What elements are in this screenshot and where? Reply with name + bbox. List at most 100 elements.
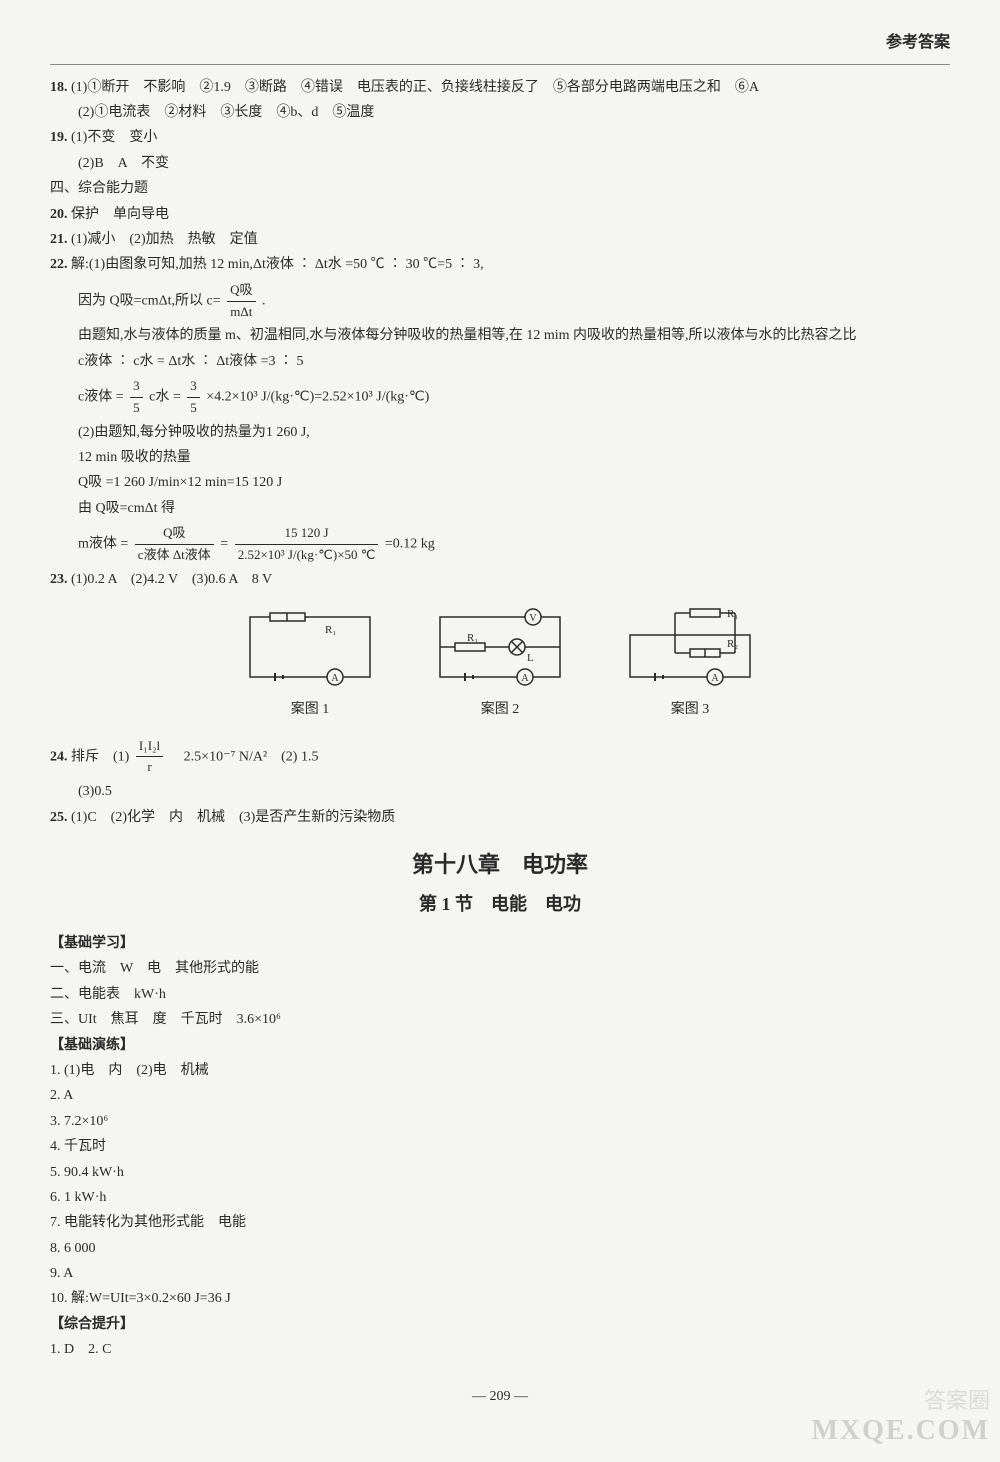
q22-l5-f2: 3 5	[187, 376, 200, 419]
q22-l10-f1: Q吸 c液体 Δt液体	[135, 523, 214, 566]
frac-num: Q吸	[135, 523, 214, 545]
frac-num: 3	[130, 376, 143, 398]
page-header: 参考答案	[50, 30, 950, 56]
svg-text:R₁: R₁	[467, 632, 478, 644]
q20-num: 20.	[50, 207, 68, 222]
frac-num: 3	[187, 376, 200, 398]
comp-label: 【综合提升】	[50, 1314, 950, 1336]
q19-num: 19.	[50, 130, 68, 145]
q18-line2: (2)①电流表 ②材料 ③长度 ④b、d ⑤温度	[50, 102, 950, 124]
q22-l6: (2)由题知,每分钟吸收的热量为1 260 J,	[50, 422, 950, 444]
q25-text: (1)C (2)化学 内 机械 (3)是否产生新的污染物质	[71, 810, 395, 825]
frac-num: I₁I₂l	[136, 736, 163, 758]
q21-num: 21.	[50, 232, 68, 247]
q22-l2a: 因为 Q吸=cmΔt,所以 c=	[78, 293, 221, 308]
diagram-3-label: 案图 3	[615, 699, 765, 721]
base-study-label: 【基础学习】	[50, 933, 950, 955]
q22-l8: Q吸 =1 260 J/min×12 min=15 120 J	[50, 472, 950, 494]
bs1: 一、电流 W 电 其他形式的能	[50, 958, 950, 980]
svg-text:R₁: R₁	[325, 624, 336, 636]
q18-num: 18.	[50, 80, 68, 95]
q22-num: 22.	[50, 257, 68, 272]
q22-l1-text: 解:(1)由图象可知,加热 12 min,Δt液体 ∶ Δt水 =50 ℃ ∶ …	[71, 257, 484, 272]
header-rule	[50, 64, 950, 65]
q22-l2: 因为 Q吸=cmΔt,所以 c= Q吸 mΔt .	[50, 280, 950, 323]
bp8: 8. 6 000	[50, 1238, 950, 1260]
frac-num: Q吸	[227, 280, 255, 302]
frac-den: 5	[187, 398, 200, 419]
q22-l5: c液体 = 3 5 c水 = 3 5 ×4.2×10³ J/(kg·℃)=2.5…	[50, 376, 950, 419]
section-4: 四、综合能力题	[50, 178, 950, 200]
frac-den: 5	[130, 398, 143, 419]
bp6: 6. 1 kW·h	[50, 1187, 950, 1209]
diagram-1-label: 案图 1	[235, 699, 385, 721]
q25-num: 25.	[50, 810, 68, 825]
q24-l1b: 2.5×10⁻⁷ N/A² (2) 1.5	[170, 749, 319, 764]
circuit-2-svg: V A R₁ L	[425, 605, 575, 695]
q22-l9: 由 Q吸=cmΔt 得	[50, 498, 950, 520]
bp7: 7. 电能转化为其他形式能 电能	[50, 1212, 950, 1234]
q22-l10-f2: 15 120 J 2.52×10³ J/(kg·℃)×50 ℃	[235, 523, 379, 566]
diagram-2-label: 案图 2	[425, 699, 575, 721]
svg-text:R₁: R₁	[727, 608, 738, 620]
bp1: 1. (1)电 内 (2)电 机械	[50, 1060, 950, 1082]
q18-line1: 18. (1)①断开 不影响 ②1.9 ③断路 ④错误 电压表的正、负接线柱接反…	[50, 77, 950, 99]
q25: 25. (1)C (2)化学 内 机械 (3)是否产生新的污染物质	[50, 807, 950, 829]
q24-l1a: 排斥 (1)	[71, 749, 129, 764]
q23-text: (1)0.2 A (2)4.2 V (3)0.6 A 8 V	[71, 572, 272, 587]
bs3: 三、UIt 焦耳 度 千瓦时 3.6×10⁶	[50, 1009, 950, 1031]
q24-frac: I₁I₂l r	[136, 736, 163, 779]
bp9: 9. A	[50, 1263, 950, 1285]
q24-l1: 24. 排斥 (1) I₁I₂l r 2.5×10⁻⁷ N/A² (2) 1.5	[50, 736, 950, 779]
q23-num: 23.	[50, 572, 68, 587]
frac-den: r	[136, 757, 163, 778]
q19-text1: (1)不变 变小	[71, 130, 157, 145]
chapter-title: 第十八章 电功率	[50, 847, 950, 882]
q22-l1: 22. 解:(1)由图象可知,加热 12 min,Δt液体 ∶ Δt水 =50 …	[50, 254, 950, 276]
svg-text:A: A	[521, 673, 529, 684]
svg-text:R₂: R₂	[727, 638, 738, 650]
svg-text:L: L	[527, 652, 534, 664]
q22-l10b: =	[220, 537, 228, 552]
q22-l3: 由题知,水与液体的质量 m、初温相同,水与液体每分钟吸收的热量相等,在 12 m…	[50, 325, 950, 347]
q19-line2: (2)B A 不变	[50, 153, 950, 175]
q22-l4: c液体 ∶ c水 = Δt水 ∶ Δt液体 =3 ∶ 5	[50, 351, 950, 373]
frac-den: 2.52×10³ J/(kg·℃)×50 ℃	[235, 545, 379, 566]
circuit-3-svg: A R₁ R₂	[615, 605, 765, 695]
q23: 23. (1)0.2 A (2)4.2 V (3)0.6 A 8 V	[50, 569, 950, 591]
watermark-url: MXQE.COM	[811, 1409, 990, 1454]
frac-num: 15 120 J	[235, 523, 379, 545]
base-practice-label: 【基础演练】	[50, 1035, 950, 1057]
q22-l5b: c水 =	[149, 390, 181, 405]
q21-text: (1)减小 (2)加热 热敏 定值	[71, 232, 258, 247]
q19-line1: 19. (1)不变 变小	[50, 127, 950, 149]
frac-den: mΔt	[227, 302, 255, 323]
bs2: 二、电能表 kW·h	[50, 984, 950, 1006]
q18-text1: (1)①断开 不影响 ②1.9 ③断路 ④错误 电压表的正、负接线柱接反了 ⑤各…	[71, 80, 759, 95]
diagram-1: A R₁ 案图 1	[235, 605, 385, 721]
diagram-3: A R₁ R₂ 案图 3	[615, 605, 765, 721]
svg-text:V: V	[529, 613, 537, 624]
q20-text: 保护 单向导电	[71, 207, 169, 222]
circuit-1-svg: A R₁	[235, 605, 385, 695]
q22-l5c: ×4.2×10³ J/(kg·℃)=2.52×10³ J/(kg·℃)	[206, 390, 429, 405]
diagram-2: V A R₁ L 案图 2	[425, 605, 575, 721]
q22-l10c: =0.12 kg	[385, 537, 435, 552]
bp4: 4. 千瓦时	[50, 1136, 950, 1158]
q22-l5-f1: 3 5	[130, 376, 143, 419]
bp5: 5. 90.4 kW·h	[50, 1162, 950, 1184]
circuit-diagrams: A R₁ 案图 1 V A R₁	[50, 605, 950, 721]
frac-den: c液体 Δt液体	[135, 545, 214, 566]
q22-l2-frac: Q吸 mΔt	[227, 280, 255, 323]
q22-l2b: .	[262, 293, 266, 308]
bp3: 3. 7.2×10⁶	[50, 1111, 950, 1133]
comp1: 1. D 2. C	[50, 1339, 950, 1361]
q20: 20. 保护 单向导电	[50, 204, 950, 226]
q22-l10a: m液体 =	[78, 537, 128, 552]
bp10: 10. 解:W=UIt=3×0.2×60 J=36 J	[50, 1288, 950, 1310]
q22-l10: m液体 = Q吸 c液体 Δt液体 = 15 120 J 2.52×10³ J/…	[50, 523, 950, 566]
q24-num: 24.	[50, 749, 68, 764]
bp2: 2. A	[50, 1085, 950, 1107]
q22-l5a: c液体 =	[78, 390, 124, 405]
q24-l2: (3)0.5	[50, 781, 950, 803]
